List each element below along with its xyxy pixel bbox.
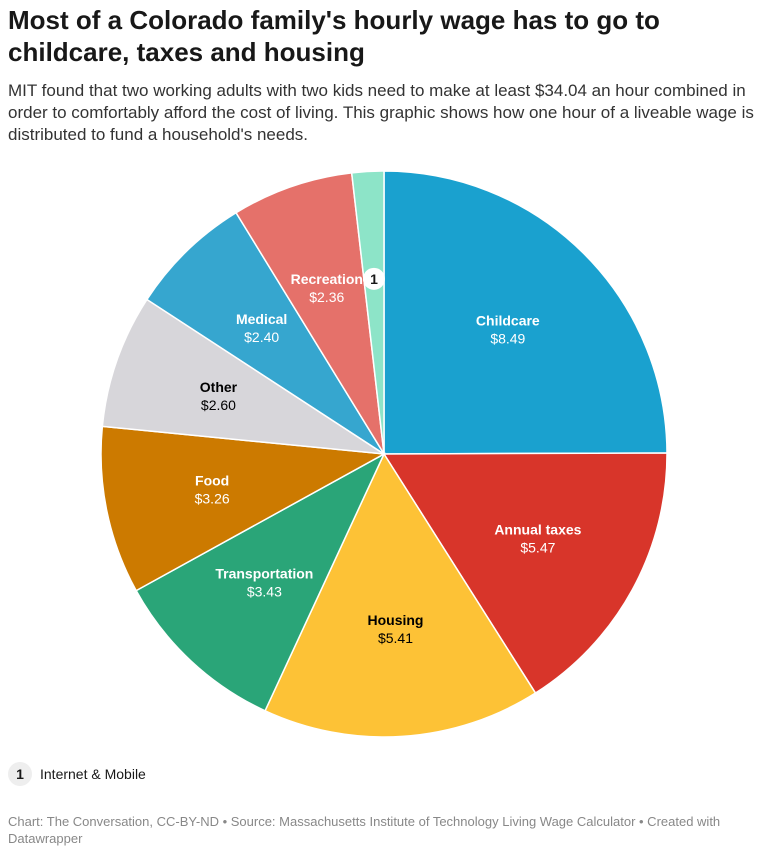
slice-label-name: Housing: [367, 612, 423, 628]
legend-label: Internet & Mobile: [40, 766, 146, 782]
legend-marker: 1: [8, 762, 32, 786]
slice-label-name: Childcare: [476, 313, 540, 329]
slice-label-name: Annual taxes: [494, 521, 581, 537]
slice-label-value: $5.41: [378, 630, 413, 646]
slice-transportation: [135, 452, 386, 712]
slice-label-value: $8.49: [490, 331, 525, 347]
slice-label-value: $2.40: [244, 329, 279, 345]
slice-label-value: $2.36: [309, 289, 344, 305]
slice-label-value: $2.60: [201, 397, 236, 413]
slice-annual-taxes: [382, 452, 668, 695]
chart-title: Most of a Colorado family's hourly wage …: [8, 5, 660, 67]
slice-food: [100, 425, 387, 592]
slice-label-name: Other: [200, 379, 238, 395]
slice-internet-mobile: [350, 170, 385, 455]
slice-childcare: [383, 170, 668, 455]
slice-recreation: [235, 172, 385, 455]
footer-credits: Chart: The Conversation, CC-BY-ND • Sour…: [8, 814, 721, 846]
slice-marker: 1: [370, 271, 378, 287]
slice-housing: [264, 452, 537, 738]
pie-chart: Childcare $8.49 Annual taxes $5.47 Housing $5…: [100, 170, 668, 738]
slice-label-name: Transportation: [215, 565, 313, 581]
slice-label-name: Medical: [236, 311, 287, 327]
slice-marker-bg: [362, 267, 385, 290]
slice-label-value: $3.26: [195, 490, 230, 506]
slice-label-value: $5.47: [520, 539, 555, 555]
slice-medical: [145, 211, 385, 455]
slice-label-value: $3.43: [247, 583, 282, 599]
chart-subtitle: MIT found that two working adults with t…: [8, 81, 754, 144]
legend: 1 Internet & Mobile: [8, 762, 146, 786]
slice-other: [101, 298, 385, 455]
slice-label-name: Food: [195, 472, 229, 488]
slice-label-name: Recreation: [291, 271, 363, 287]
